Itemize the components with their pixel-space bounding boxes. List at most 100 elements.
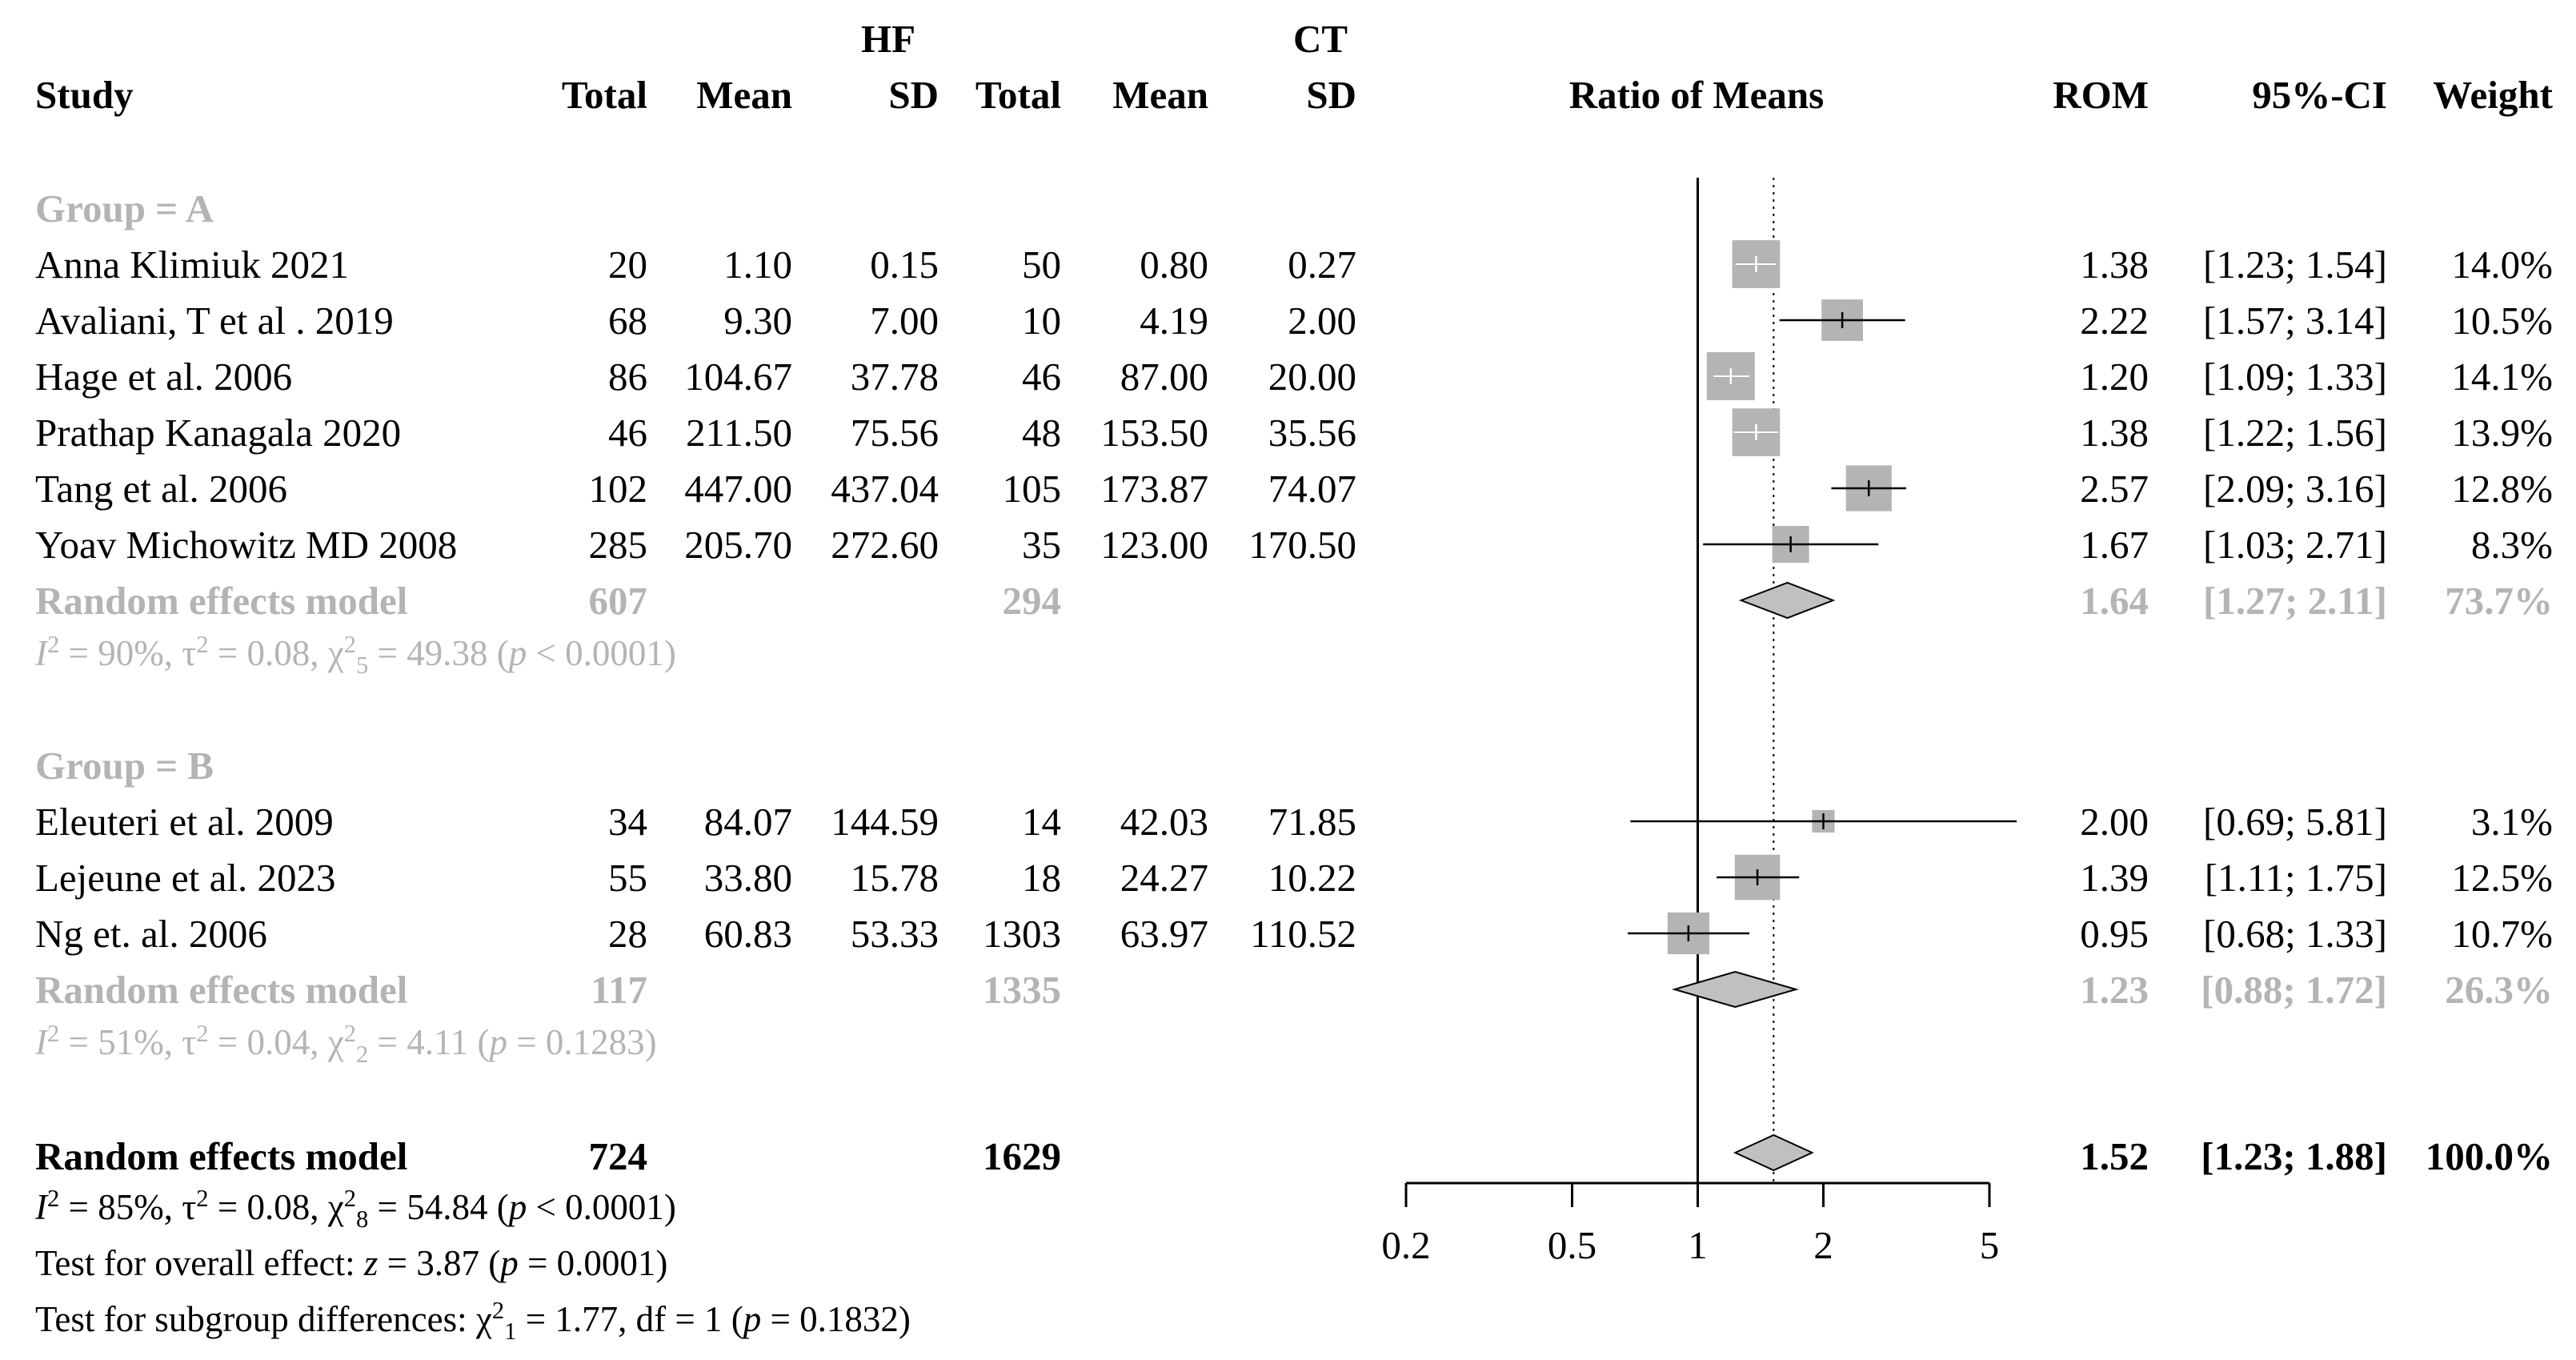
ct-mean: 63.97 — [1120, 912, 1208, 956]
header-ratio-of-means: Ratio of Means — [1568, 73, 1825, 117]
weight-value: 13.9% — [2451, 411, 2553, 455]
rom-value: 1.38 — [2080, 243, 2149, 287]
hf-mean: 1.10 — [723, 243, 792, 287]
df-value: 1 — [703, 1299, 723, 1339]
rom-value: 1.38 — [2080, 411, 2149, 455]
x-axis-tick-label: 0.2 — [1381, 1223, 1430, 1267]
chi2-value: 4.11 — [407, 1022, 469, 1062]
model-weight: 26.3% — [2445, 968, 2553, 1012]
ct-total: 10 — [1022, 299, 1061, 343]
rom-value: 1.67 — [2080, 523, 2149, 567]
ct-sd: 74.07 — [1268, 467, 1356, 511]
ct-mean: 123.00 — [1100, 523, 1208, 567]
ct-sd: 0.27 — [1288, 243, 1356, 287]
hf-total: 102 — [588, 467, 648, 511]
ct-sd: 71.85 — [1268, 800, 1356, 844]
ct-total: 46 — [1022, 355, 1061, 399]
rom-value: 1.20 — [2080, 355, 2149, 399]
hf-sd: 0.15 — [870, 243, 939, 287]
test-overall-label: Test for overall effect: — [35, 1243, 355, 1283]
hf-total: 86 — [608, 355, 647, 399]
header-ct-mean: Mean — [1112, 73, 1208, 117]
i2-value: 51% — [98, 1022, 164, 1062]
ci-value: [1.23; 1.54] — [2203, 243, 2387, 287]
ct-total: 18 — [1022, 856, 1061, 900]
ct-sd: 10.22 — [1268, 856, 1356, 900]
header-rom: ROM — [2053, 73, 2149, 117]
hf-mean: 211.50 — [686, 411, 792, 455]
ct-sd: 2.00 — [1288, 299, 1356, 343]
hf-mean: 60.83 — [703, 912, 792, 956]
tau2-value: 0.08 — [246, 633, 310, 673]
model-ci: [0.88; 1.72] — [2201, 968, 2387, 1012]
p-operator: < — [535, 1187, 556, 1227]
rom-value: 0.95 — [2080, 912, 2149, 956]
ct-total: 50 — [1022, 243, 1061, 287]
ct-mean: 4.19 — [1140, 299, 1208, 343]
header-hf: HF — [860, 17, 916, 61]
weight-value: 14.1% — [2451, 355, 2553, 399]
overall-diamond — [1733, 1133, 1814, 1172]
chi2-value: 54.84 — [407, 1187, 488, 1227]
hf-total: 46 — [608, 411, 647, 455]
hf-total: 285 — [588, 523, 648, 567]
study-name: Hage et al. 2006 — [35, 355, 293, 399]
header-hf-total: Total — [561, 73, 647, 117]
hf-mean: 447.00 — [684, 467, 792, 511]
weight-value: 12.5% — [2451, 856, 2553, 900]
header-weight: Weight — [2433, 73, 2553, 117]
weight-value: 14.0% — [2451, 243, 2553, 287]
header-ct: CT — [1292, 17, 1348, 61]
overall-rom: 1.52 — [2080, 1134, 2149, 1178]
test-subgroup-label: Test for subgroup differences: — [35, 1299, 467, 1339]
hf-sd: 272.60 — [831, 523, 939, 567]
ct-mean: 153.50 — [1100, 411, 1208, 455]
p-value: 0.1832 — [799, 1299, 899, 1339]
header-study: Study — [35, 73, 134, 117]
ct-total: 1303 — [983, 912, 1061, 956]
z-value: 3.87 — [416, 1243, 479, 1283]
hf-sd: 37.78 — [850, 355, 939, 399]
study-name: Avaliani, T et al . 2019 — [35, 299, 394, 343]
ct-mean: 0.80 — [1140, 243, 1208, 287]
ci-value: [1.11; 1.75] — [2204, 856, 2387, 900]
ct-mean: 173.87 — [1100, 467, 1208, 511]
weight-value: 3.1% — [2470, 800, 2553, 844]
df-label: df — [635, 1299, 667, 1339]
hf-sd: 53.33 — [850, 912, 939, 956]
hf-mean: 84.07 — [703, 800, 792, 844]
hf-sd: 437.04 — [831, 467, 939, 511]
ct-total: 48 — [1022, 411, 1061, 455]
rom-value: 2.22 — [2080, 299, 2149, 343]
rom-value: 1.39 — [2080, 856, 2149, 900]
i2-value: 90% — [98, 633, 164, 673]
study-name: Yoav Michowitz MD 2008 — [35, 523, 458, 567]
subgroup-diamond — [1671, 970, 1799, 1009]
weight-value: 8.3% — [2470, 523, 2553, 567]
chi2-value: 49.38 — [407, 633, 488, 673]
x-axis-tick-label: 1 — [1688, 1223, 1708, 1267]
overall-label: Random effects model — [35, 1134, 408, 1178]
chi2-value: 1.77 — [555, 1299, 619, 1339]
model-label: Random effects model — [35, 579, 408, 623]
p-operator: < — [535, 633, 556, 673]
heterogeneity-overall: I2 = 85%, τ2 = 0.08, χ28 = 54.84 (p < 0.… — [35, 1185, 676, 1233]
model-hf-total: 117 — [591, 968, 647, 1012]
model-weight: 73.7% — [2445, 579, 2553, 623]
model-ci: [1.27; 2.11] — [2203, 579, 2387, 623]
p-value: 0.0001 — [565, 1187, 664, 1227]
overall-weight: 100.0% — [2425, 1134, 2553, 1178]
p-operator: = — [516, 1022, 537, 1062]
overall-hf-total: 724 — [588, 1134, 648, 1178]
x-axis-tick-label: 0.5 — [1548, 1223, 1596, 1267]
chi2-df: 8 — [356, 1206, 369, 1233]
ct-sd: 35.56 — [1268, 411, 1356, 455]
hf-total: 28 — [608, 912, 647, 956]
hf-total: 34 — [608, 800, 647, 844]
overall-ct-total: 1629 — [983, 1134, 1061, 1178]
hf-sd: 144.59 — [831, 800, 939, 844]
header-hf-mean: Mean — [696, 73, 792, 117]
tau2-value: 0.04 — [246, 1022, 310, 1062]
